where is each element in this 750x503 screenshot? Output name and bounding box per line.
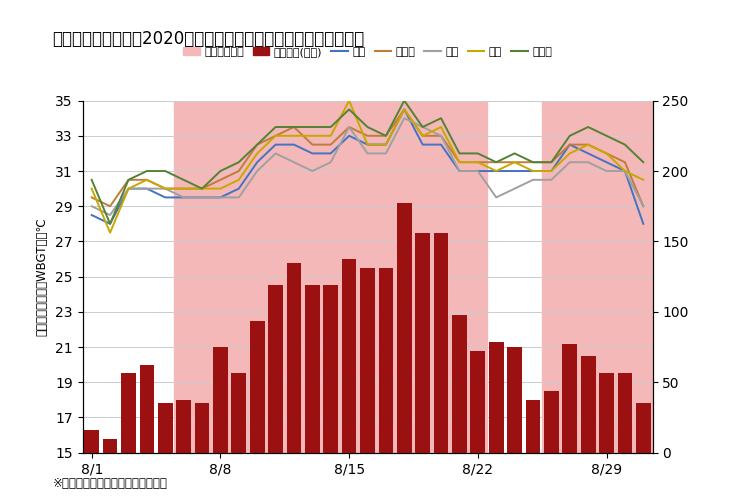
Text: ※出典　消防庁熱中症情報から作成: ※出典 消防庁熱中症情報から作成 [53, 477, 167, 490]
Bar [580, 356, 596, 453]
Bar [286, 263, 302, 453]
Bar [323, 286, 338, 453]
Bar [416, 232, 430, 453]
Text: 神奈川県内における2020年８月の暑さ指数と熱中症救急搬送者数: 神奈川県内における2020年８月の暑さ指数と熱中症救急搬送者数 [53, 30, 364, 48]
Bar [617, 373, 632, 453]
Bar [470, 351, 485, 453]
Bar [507, 347, 522, 453]
Bar [140, 365, 154, 453]
Bar [213, 347, 228, 453]
Bar [103, 439, 118, 453]
Bar [360, 268, 375, 453]
Bar [121, 373, 136, 453]
Bar [433, 232, 448, 453]
Bar [452, 315, 466, 453]
Bar [379, 268, 393, 453]
Bar [599, 373, 614, 453]
Bar [305, 286, 320, 453]
Bar [450, 101, 487, 453]
Bar [250, 321, 265, 453]
Bar [542, 101, 652, 453]
Bar [526, 400, 540, 453]
Bar [158, 403, 172, 453]
Bar [230, 101, 450, 453]
Bar [175, 101, 230, 453]
Bar [544, 391, 559, 453]
Bar [397, 203, 412, 453]
Bar [268, 286, 283, 453]
Legend: アラート発令, 搬送者数(全県), 横浜, 小田原, 三浦, 辻堂, 海老名: アラート発令, 搬送者数(全県), 横浜, 小田原, 三浦, 辻堂, 海老名 [178, 43, 556, 62]
Bar [232, 373, 246, 453]
Bar [84, 430, 99, 453]
Bar [176, 400, 191, 453]
Bar [489, 342, 503, 453]
Bar [195, 403, 209, 453]
Bar [636, 403, 651, 453]
Bar [342, 259, 356, 453]
Y-axis label: 日最高暑さ指数（WBGT）　℃: 日最高暑さ指数（WBGT） ℃ [35, 217, 48, 336]
Bar [562, 344, 577, 453]
